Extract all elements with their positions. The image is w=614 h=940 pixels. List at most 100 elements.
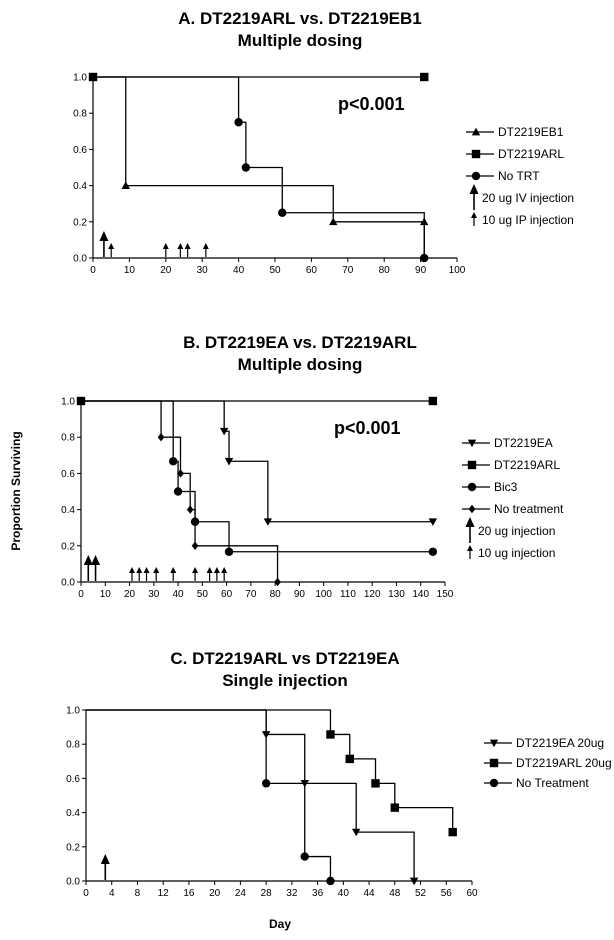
data-point-no-treatment <box>157 433 165 442</box>
legend-label: 10 ug injection <box>478 546 555 560</box>
injection-arrow <box>108 243 115 257</box>
legend-marker <box>468 504 476 514</box>
data-point-dt2219ea <box>224 457 234 466</box>
injection-arrow <box>162 243 169 257</box>
x-tick-label: 52 <box>415 888 427 899</box>
x-tick-label: 50 <box>197 589 209 600</box>
x-tick-label: 44 <box>364 888 376 899</box>
panel-c: C. DT2219ARL vs DT2219EA Single injectio… <box>66 649 612 899</box>
x-tick-label: 24 <box>235 888 247 899</box>
x-tick-label: 70 <box>245 589 257 600</box>
series-line-no-treatment <box>86 709 332 881</box>
legend-arrow-icon <box>471 212 477 226</box>
legend-item-injection: 10 ug IP injection <box>471 212 574 227</box>
legend-marker <box>467 460 477 470</box>
legend-arrow-icon <box>465 517 475 543</box>
injection-arrow <box>136 567 143 581</box>
x-tick-label: 80 <box>270 589 282 600</box>
injection-arrow <box>91 555 101 581</box>
x-tick-label: 80 <box>379 265 391 276</box>
injection-arrow <box>202 243 209 257</box>
legend-item-no-treatment: No Treatment <box>484 776 589 790</box>
panel-b-subtitle: Multiple dosing <box>238 355 363 374</box>
x-tick-label: 16 <box>183 888 195 899</box>
y-tick-label: 0.2 <box>66 842 80 853</box>
x-tick-label: 90 <box>294 589 306 600</box>
data-point-dt2219arl-20ug <box>326 730 335 739</box>
data-point-no-treatment <box>191 541 199 550</box>
legend-label: No Treatment <box>516 776 589 790</box>
y-tick-label: 0.4 <box>66 808 80 819</box>
x-tick-label: 110 <box>340 589 356 600</box>
y-tick-label: 0.2 <box>61 541 75 552</box>
x-tick-label: 10 <box>124 265 136 276</box>
x-tick-label: 28 <box>261 888 273 899</box>
panel-b: B. DT2219EA vs. DT2219ARL Multiple dosin… <box>61 333 564 600</box>
data-point-no-trt <box>234 118 243 127</box>
legend-item-bic3: Bic3 <box>462 480 518 494</box>
data-point-bic3 <box>428 547 438 556</box>
legend-marker <box>471 171 481 181</box>
legend-arrow-icon <box>469 184 479 210</box>
x-tick-label: 20 <box>124 589 136 600</box>
legend-item-no-treatment: No treatment <box>462 502 564 516</box>
legend-marker <box>489 739 499 748</box>
x-tick-label: 20 <box>160 265 172 276</box>
legend-marker <box>489 778 499 788</box>
injection-arrow <box>192 567 199 581</box>
legend-marker <box>471 127 481 136</box>
x-tick-label: 120 <box>364 589 381 600</box>
injection-arrow <box>143 567 150 581</box>
x-tick-label: 140 <box>412 589 429 600</box>
legend-label: 20 ug injection <box>478 524 555 538</box>
y-tick-label: 0.8 <box>66 740 80 751</box>
data-point-bic3 <box>169 457 178 466</box>
legend-label: 20 ug IV injection <box>482 191 574 205</box>
legend-item-injection: 20 ug injection <box>465 517 555 543</box>
panel-c-plot: 0.00.20.40.60.81.00 4 8 12 16 20 24 28 32 36 40 44 4… <box>66 706 612 900</box>
data-point-no-treatment <box>177 469 184 478</box>
legend-label: DT2219EA <box>494 436 553 450</box>
panel-b-plot: 0.0 0.2 0.4 0.6 0.8 1.0 0 10 20 30 40 50 60 70 80 90 100… <box>61 397 564 601</box>
legend-item-injection: 20 ug IV injection <box>469 184 574 210</box>
data-point-dt2219ea <box>219 427 229 436</box>
y-tick-label: 1.0 <box>61 397 75 408</box>
legend-item-dt2219ea-20ug: DT2219EA 20ug <box>484 736 604 750</box>
legend-label: Bic3 <box>494 480 518 494</box>
y-tick-label: 1.0 <box>66 706 80 717</box>
y-tick-label: 0.6 <box>61 469 75 480</box>
panel-a-subtitle: Multiple dosing <box>238 31 363 50</box>
legend-label: DT2219ARL 20ug <box>516 756 612 770</box>
injection-arrow <box>153 567 160 581</box>
y-tick-label: 1.0 <box>73 73 87 84</box>
legend-label: 10 ug IP injection <box>482 213 574 227</box>
x-tick-label: 60 <box>221 589 233 600</box>
x-tick-label: 30 <box>197 265 209 276</box>
x-tick-label: 8 <box>135 888 141 899</box>
legend-marker <box>467 439 477 448</box>
x-tick-label: 70 <box>342 265 354 276</box>
data-point-no-treatment <box>261 779 271 788</box>
x-tick-label: 20 <box>209 888 221 899</box>
y-tick-label: 0.0 <box>66 877 80 888</box>
series-line-dt2219ea <box>81 400 433 523</box>
data-point-dt2219arl-20ug <box>371 779 380 788</box>
panel-a-p-value: p<0.001 <box>338 94 405 114</box>
x-tick-label: 30 <box>148 589 160 600</box>
injection-arrow <box>184 243 191 257</box>
x-tick-label: 40 <box>338 888 350 899</box>
x-tick-label: 0 <box>90 265 96 276</box>
panel-a-plot: 0.0 0.2 0.4 0.6 0.8 1.0 0 10 20 30 40 50 60 70 80 90 100… <box>73 73 574 277</box>
x-tick-label: 10 <box>100 589 112 600</box>
x-tick-label: 40 <box>173 589 185 600</box>
panel-a: A. DT2219ARL vs. DT2219EB1 Multiple dosi… <box>73 9 574 276</box>
y-tick-label: 0.8 <box>73 109 87 120</box>
legend-marker <box>467 482 477 492</box>
legend-label: DT2219ARL <box>498 147 564 161</box>
legend-marker <box>471 149 481 159</box>
data-point-dt2219ea <box>428 518 438 526</box>
legend-label: DT2219EB1 <box>498 125 564 139</box>
legend-label: DT2219EA 20ug <box>516 736 604 750</box>
y-tick-label: 0.4 <box>61 505 75 516</box>
data-point-dt2219eb1 <box>329 217 338 226</box>
